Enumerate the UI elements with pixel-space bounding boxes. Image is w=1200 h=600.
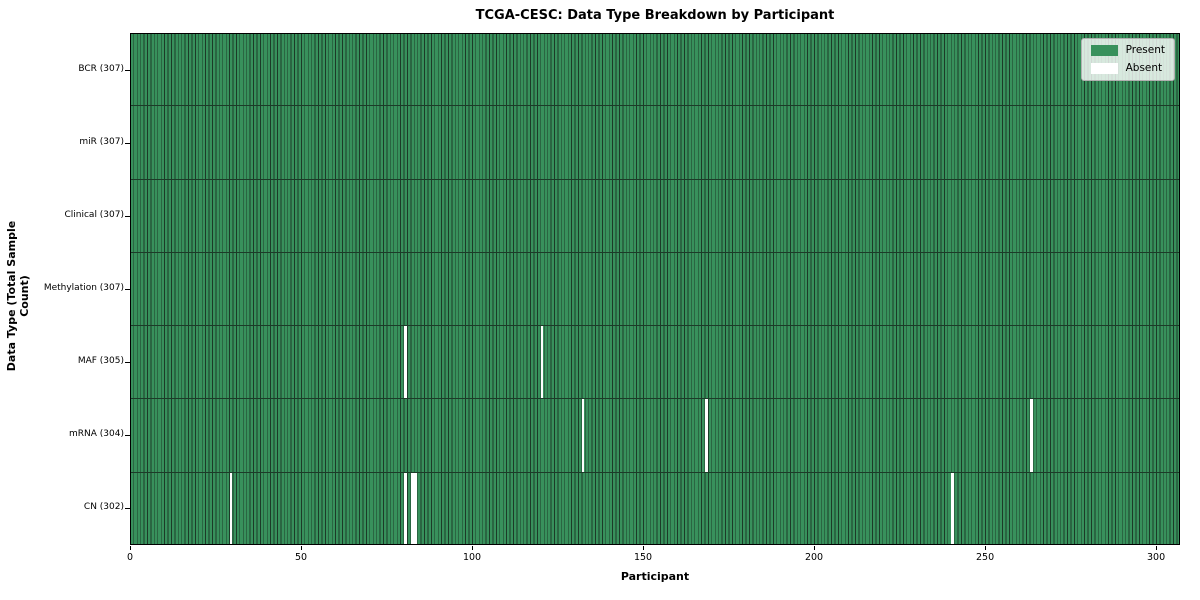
y-tick-mark	[125, 362, 130, 364]
absent-swatch-icon	[1090, 63, 1118, 74]
x-tick-mark	[643, 546, 645, 550]
y-tick-label: Clinical (307)	[64, 209, 124, 220]
x-tick-label: 0	[126, 552, 134, 563]
legend-entry-absent: Absent	[1090, 62, 1165, 74]
absent-cell	[581, 399, 585, 472]
x-tick-mark	[814, 546, 816, 550]
plot-area	[130, 33, 1180, 545]
chart-title: TCGA-CESC: Data Type Breakdown by Partic…	[475, 8, 835, 23]
x-tick-label: 200	[804, 552, 824, 563]
y-tick-mark	[125, 508, 130, 510]
absent-cell	[704, 399, 708, 472]
heatmap-rows	[130, 33, 1180, 545]
y-tick-mark	[125, 435, 130, 437]
x-axis-label: Participant	[620, 570, 690, 583]
present-swatch-icon	[1090, 45, 1118, 56]
absent-cell	[1029, 399, 1033, 472]
heatmap-row-clinical	[130, 179, 1180, 253]
y-tick-mark	[125, 215, 130, 217]
heatmap-row-mrna	[130, 399, 1180, 473]
x-tick-mark	[1156, 546, 1158, 550]
absent-cell	[229, 472, 233, 545]
x-tick-mark	[985, 546, 987, 550]
y-tick-label: MAF (305)	[77, 356, 124, 367]
x-tick-label: 50	[294, 552, 308, 563]
x-tick-label: 150	[633, 552, 653, 563]
y-tick-label: CN (302)	[83, 502, 124, 513]
absent-cell	[404, 472, 407, 545]
x-tick-label: 250	[975, 552, 995, 563]
x-tick-mark	[301, 546, 302, 550]
legend-label-present: Present	[1125, 44, 1165, 56]
heatmap-row-methylation	[130, 252, 1180, 327]
y-tick-mark	[125, 142, 130, 144]
y-tick-label: miR (307)	[79, 136, 124, 147]
x-tick-mark	[130, 546, 131, 550]
legend: Present Absent	[1080, 38, 1175, 81]
legend-entry-present: Present	[1090, 44, 1165, 56]
y-axis-label: Data Type (Total Sample Count)	[5, 220, 31, 372]
y-tick-mark	[125, 289, 130, 290]
heatmap-row-bcr	[130, 33, 1180, 107]
y-tick-label: mRNA (304)	[69, 429, 124, 440]
legend-label-absent: Absent	[1125, 62, 1163, 74]
y-tick-label: BCR (307)	[78, 63, 124, 74]
absent-cell	[410, 472, 417, 545]
absent-cell	[404, 326, 407, 399]
y-tick-mark	[125, 69, 130, 71]
x-tick-label: 100	[462, 552, 482, 563]
absent-cell	[540, 326, 544, 399]
heatmap-row-cn	[130, 472, 1180, 545]
absent-cell	[951, 472, 954, 545]
x-tick-mark	[472, 546, 474, 550]
heatmap-row-maf	[130, 326, 1180, 400]
x-tick-label: 300	[1146, 552, 1166, 563]
y-tick-label: Methylation (307)	[43, 283, 124, 293]
heatmap-row-mir	[130, 106, 1180, 180]
